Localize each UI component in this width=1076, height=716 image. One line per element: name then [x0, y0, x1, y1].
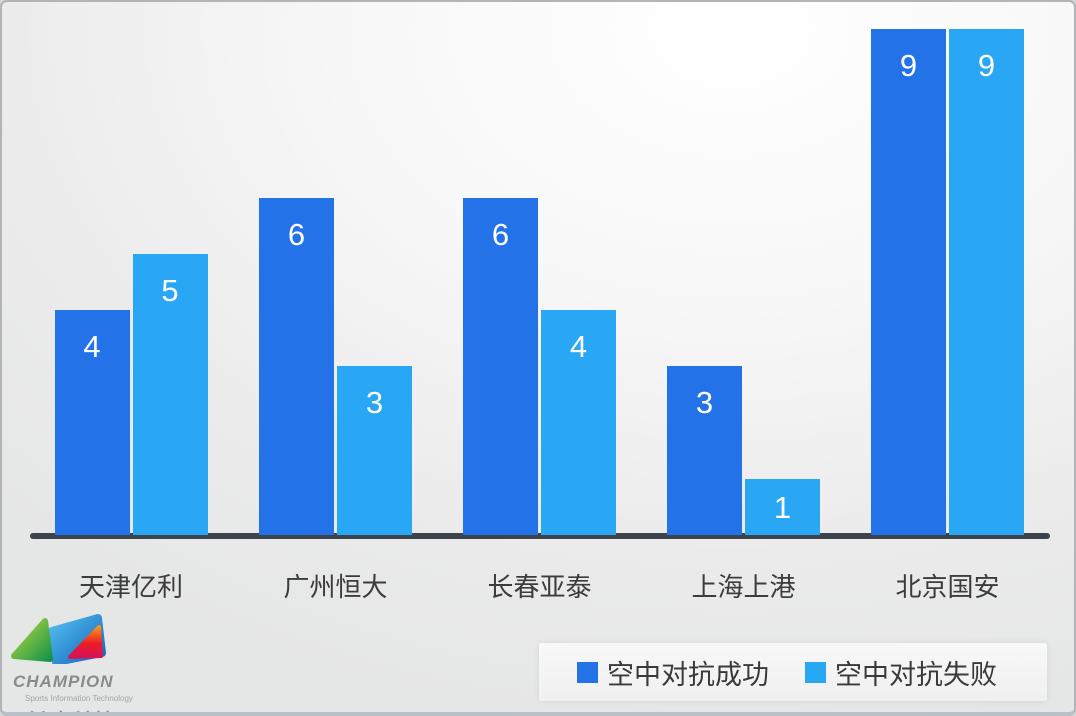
- bar-空中对抗失败-天津亿利: 5: [132, 254, 208, 535]
- category-label-北京国安: 北京国安: [895, 572, 1000, 602]
- brand-chinese-name: 创冰科技: [25, 706, 190, 712]
- category-label-上海上港: 上海上港: [691, 572, 796, 602]
- bar-空中对抗成功-天津亿利: 4: [54, 310, 130, 535]
- category-label-长春亚泰: 长春亚泰: [487, 572, 592, 602]
- brand-subtitle: Sports Information Technology: [25, 694, 133, 703]
- bar-value-label: 4: [83, 329, 101, 364]
- bar-空中对抗成功-长春亚泰: 6: [463, 198, 538, 535]
- legend-swatch-success-icon: [577, 661, 598, 683]
- legend-label-success: 空中对抗成功: [607, 659, 769, 690]
- bar-value-label: 6: [287, 217, 306, 252]
- bar-空中对抗成功-广州恒大: 6: [259, 198, 334, 535]
- bar-value-label: 6: [491, 217, 510, 252]
- bar-空中对抗失败-长春亚泰: 4: [541, 310, 616, 535]
- legend-item-fail: 空中对抗失败: [805, 653, 997, 692]
- bar-value-label: 1: [773, 490, 792, 525]
- bar-value-label: 9: [977, 48, 996, 83]
- bar-value-label: 3: [365, 385, 384, 420]
- legend-item-success: 空中对抗成功: [577, 653, 769, 692]
- bar-空中对抗失败-广州恒大: 3: [337, 366, 412, 535]
- bar-空中对抗成功-上海上港: 3: [667, 366, 742, 535]
- x-axis-line: [30, 533, 1050, 539]
- category-label-广州恒大: 广州恒大: [283, 572, 388, 602]
- bar-value-label: 3: [695, 385, 714, 420]
- bar-value-label: 4: [569, 329, 588, 364]
- bar-value-label: 9: [899, 48, 918, 83]
- legend-label-fail: 空中对抗失败: [835, 659, 997, 690]
- champion-logo-icon: [11, 614, 106, 666]
- bar-空中对抗失败-北京国安: 9: [949, 29, 1024, 535]
- chart-legend: 空中对抗成功 空中对抗失败: [539, 643, 1047, 701]
- bar-value-label: 5: [161, 273, 179, 308]
- category-label-天津亿利: 天津亿利: [78, 572, 183, 602]
- bar-空中对抗失败-上海上港: 1: [745, 479, 820, 535]
- bar-空中对抗成功-北京国安: 9: [871, 29, 946, 535]
- legend-swatch-fail-icon: [805, 661, 826, 683]
- champion-logo: CHAMPION Sports Information Technology 创…: [10, 612, 190, 712]
- brand-name: CHAMPION: [13, 672, 114, 691]
